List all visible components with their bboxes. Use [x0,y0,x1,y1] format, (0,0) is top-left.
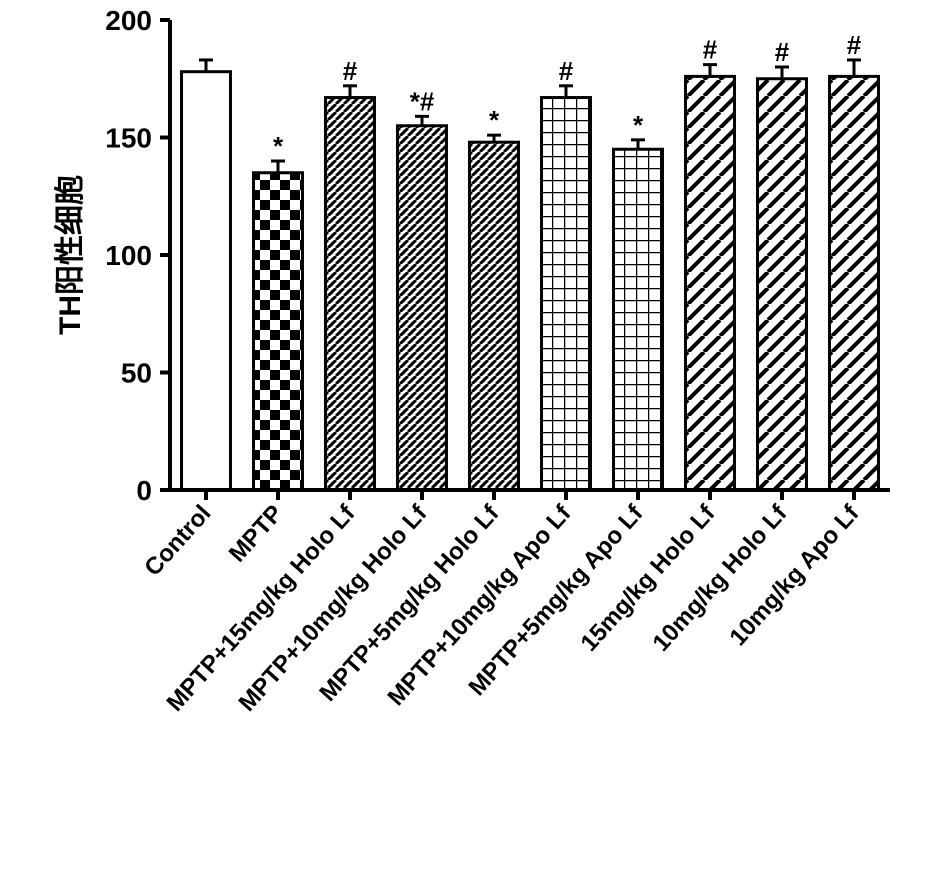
bar [254,173,303,490]
significance-annotation: # [847,30,862,60]
bar-chart: Control*MPTP#MPTP+15mg/kg Holo Lf*#MPTP+… [0,0,926,876]
bar [686,76,735,490]
significance-annotation: # [775,37,790,67]
significance-annotation: * [633,110,644,140]
y-tick-label: 100 [105,240,152,271]
bar [830,76,879,490]
significance-annotation: # [559,56,574,86]
bar [182,72,231,490]
significance-annotation: # [343,56,358,86]
significance-annotation: * [489,105,500,135]
bar [398,126,447,490]
y-tick-label: 200 [105,5,152,36]
y-tick-label: 150 [105,122,152,153]
significance-annotation: # [703,35,718,65]
category-label: 15mg/kg Holo Lf [575,499,721,657]
bar [614,149,663,490]
category-label: 10mg/kg Apo Lf [725,499,866,651]
bar [470,142,519,490]
significance-annotation: * [273,131,284,161]
y-tick-label: 50 [121,357,152,388]
y-tick-label: 0 [136,475,152,506]
category-label: Control [139,500,216,581]
y-axis-label: TH阳性细胞 [54,175,87,335]
significance-annotation: *# [410,86,435,116]
bar [758,79,807,490]
bar [542,98,591,490]
chart-svg: Control*MPTP#MPTP+15mg/kg Holo Lf*#MPTP+… [0,0,926,876]
bar [326,98,375,490]
category-label: MPTP [224,500,289,568]
category-label: 10mg/kg Holo Lf [647,499,793,657]
